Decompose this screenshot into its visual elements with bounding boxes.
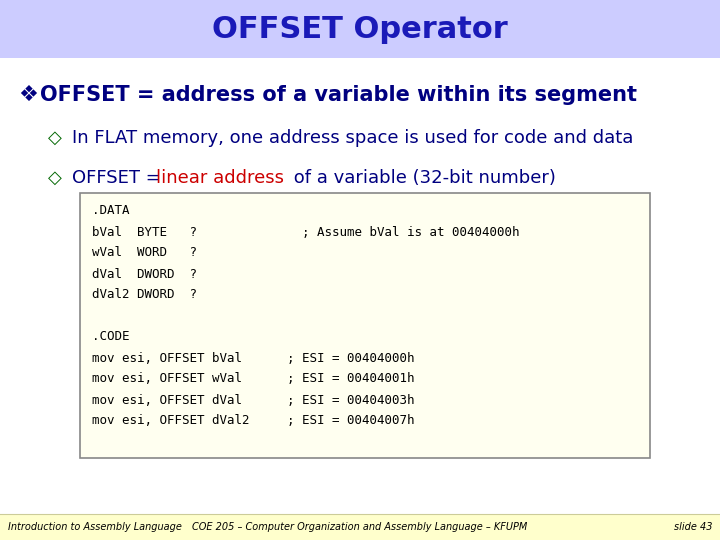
Text: dVal  DWORD  ?: dVal DWORD ? <box>92 267 197 280</box>
Text: OFFSET Operator: OFFSET Operator <box>212 15 508 44</box>
Text: ❖: ❖ <box>18 85 38 105</box>
Text: COE 205 – Computer Organization and Assembly Language – KFUPM: COE 205 – Computer Organization and Asse… <box>192 522 528 532</box>
Text: mov esi, OFFSET dVal2     ; ESI = 00404007h: mov esi, OFFSET dVal2 ; ESI = 00404007h <box>92 415 415 428</box>
Text: bVal  BYTE   ?              ; Assume bVal is at 00404000h: bVal BYTE ? ; Assume bVal is at 00404000… <box>92 226 520 239</box>
Text: ◇: ◇ <box>48 129 62 147</box>
Text: dVal2 DWORD  ?: dVal2 DWORD ? <box>92 288 197 301</box>
Text: of a variable (32-bit number): of a variable (32-bit number) <box>288 169 556 187</box>
Text: Introduction to Assembly Language: Introduction to Assembly Language <box>8 522 182 532</box>
Text: .DATA: .DATA <box>92 205 130 218</box>
Text: slide 43: slide 43 <box>673 522 712 532</box>
Text: In FLAT memory, one address space is used for code and data: In FLAT memory, one address space is use… <box>72 129 634 147</box>
Text: linear address: linear address <box>156 169 284 187</box>
Text: mov esi, OFFSET bVal      ; ESI = 00404000h: mov esi, OFFSET bVal ; ESI = 00404000h <box>92 352 415 365</box>
Text: ◇: ◇ <box>48 169 62 187</box>
Text: .CODE: .CODE <box>92 330 130 343</box>
Text: OFFSET =: OFFSET = <box>72 169 166 187</box>
FancyBboxPatch shape <box>0 514 720 540</box>
FancyBboxPatch shape <box>0 0 720 58</box>
Text: OFFSET = address of a variable within its segment: OFFSET = address of a variable within it… <box>40 85 637 105</box>
Text: mov esi, OFFSET wVal      ; ESI = 00404001h: mov esi, OFFSET wVal ; ESI = 00404001h <box>92 373 415 386</box>
Text: mov esi, OFFSET dVal      ; ESI = 00404003h: mov esi, OFFSET dVal ; ESI = 00404003h <box>92 394 415 407</box>
FancyBboxPatch shape <box>80 193 650 458</box>
Text: wVal  WORD   ?: wVal WORD ? <box>92 246 197 260</box>
